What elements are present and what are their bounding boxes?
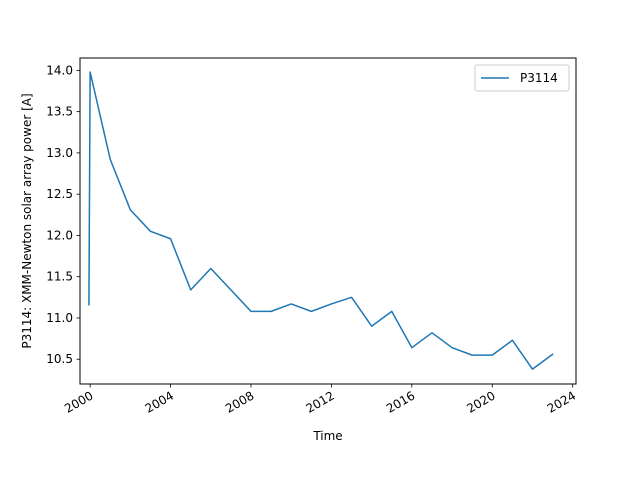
y-axis-title: P3114: XMM-Newton solar array power [A]	[20, 93, 34, 348]
x-tick-label: 2020	[464, 388, 497, 415]
plot-frame	[79, 57, 577, 385]
y-tick-label: 14.0	[46, 63, 73, 77]
y-tick-label: 11.5	[46, 270, 73, 284]
y-tick-label: 11.0	[46, 311, 73, 325]
x-tick-label: 2008	[223, 388, 256, 415]
x-tick-label: 2004	[143, 388, 176, 415]
series-line-P3114	[88, 71, 554, 370]
x-tick-label: 2016	[384, 388, 417, 415]
x-tick-label: 2000	[62, 388, 95, 415]
plot-area	[80, 58, 576, 384]
y-tick-label: 12.5	[46, 187, 73, 201]
x-axis: 2000 2004 2008 2012 2016 2020 2024	[62, 384, 578, 416]
y-tick-label: 13.5	[46, 105, 73, 119]
legend-label: P3114	[520, 71, 558, 85]
x-axis-title: Time	[312, 429, 342, 443]
legend: P3114	[474, 64, 570, 92]
series-layer	[88, 71, 554, 370]
x-tick-label: 2024	[545, 388, 578, 415]
y-tick-label: 13.0	[46, 146, 73, 160]
y-tick-label: 10.5	[46, 352, 73, 366]
legend-box	[474, 64, 570, 92]
y-tick-label: 12.0	[46, 228, 73, 242]
y-axis: 10.5 11.0 11.5 12.0 12.5 13.0 13.5 14.0	[46, 63, 80, 366]
x-tick-label: 2012	[303, 388, 336, 415]
